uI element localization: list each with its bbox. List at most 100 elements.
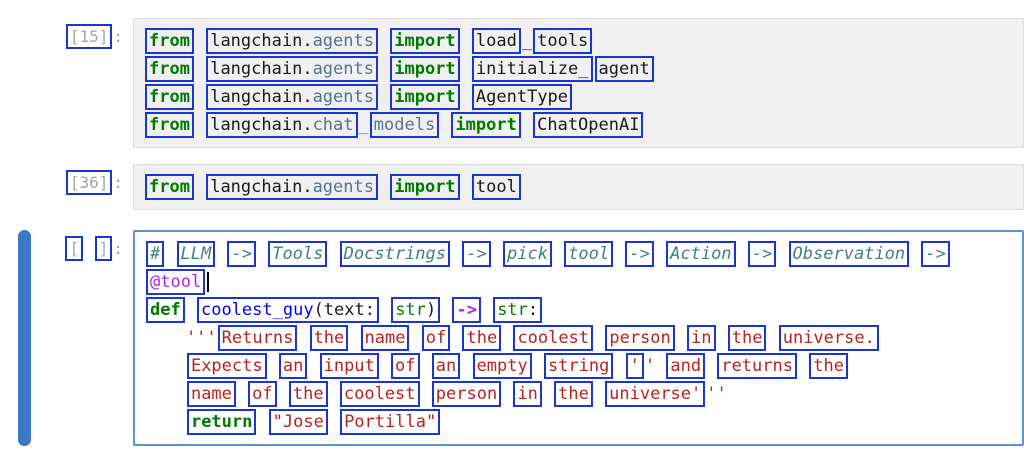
token-text: langchain. xyxy=(210,87,313,107)
token-text: an xyxy=(282,356,304,376)
notebook: [15]: from langchain.agents import load _ t… xyxy=(0,18,1024,446)
token-text: _ xyxy=(358,115,369,135)
code-cell[interactable]: [15]: from langchain.agents import load _ t… xyxy=(0,18,1024,148)
cell-code-editor[interactable]: # LLM -> Tools Docstrings -> pick tool -… xyxy=(133,230,1024,446)
code-token xyxy=(195,59,205,79)
token-text: ' xyxy=(629,356,640,376)
annotated-token: from xyxy=(145,28,194,54)
code-token xyxy=(380,300,390,320)
code-token xyxy=(379,87,389,107)
token-text: person xyxy=(609,328,671,348)
token-text xyxy=(380,356,390,376)
token-text: of xyxy=(425,328,447,348)
token-text xyxy=(461,356,471,376)
annotated-token: Portilla" xyxy=(340,409,441,435)
annotated-token: tool xyxy=(471,174,521,200)
token-text xyxy=(186,300,196,320)
token-text: tools xyxy=(537,31,589,51)
code-token xyxy=(195,177,205,197)
code-token xyxy=(492,244,502,264)
annotated-token: agent xyxy=(594,56,654,82)
token-text: langchain. xyxy=(210,59,313,79)
annotated-token: [15] xyxy=(65,24,113,49)
token-text: return xyxy=(190,412,253,432)
token-text: from xyxy=(149,115,190,135)
annotated-token: -> xyxy=(227,241,256,267)
annotated-token: universe. xyxy=(778,325,879,351)
annotated-token: -> xyxy=(462,241,491,267)
cell-code-editor[interactable]: from langchain.agents import load _ tools f… xyxy=(133,18,1024,148)
token-text: name xyxy=(364,328,406,348)
token-text: : xyxy=(113,173,123,192)
annotated-token: return xyxy=(186,409,257,435)
token-text: chat xyxy=(312,115,354,135)
code-token xyxy=(441,300,451,320)
token-text: -> xyxy=(466,244,487,264)
token-text xyxy=(195,31,205,51)
code-token xyxy=(84,239,94,258)
code-token xyxy=(278,384,288,404)
token-text: : xyxy=(527,300,539,320)
token-text xyxy=(655,244,665,264)
code-token xyxy=(737,244,747,264)
selected-cell-bar xyxy=(18,230,31,446)
token-text xyxy=(522,115,532,135)
token-text xyxy=(502,328,512,348)
code-line: name of the coolest person in the univer… xyxy=(145,380,1012,408)
token-text xyxy=(461,87,471,107)
token-text xyxy=(676,328,686,348)
code-token xyxy=(379,59,389,79)
token-text xyxy=(451,328,461,348)
annotated-token: langchain.agents xyxy=(206,174,378,200)
annotated-token: -> xyxy=(747,241,777,267)
annotated-token: pick xyxy=(502,241,552,267)
token-text xyxy=(379,87,389,107)
annotated-token: [ xyxy=(65,236,84,261)
annotated-token: universe' xyxy=(605,381,706,407)
code-token xyxy=(257,412,267,432)
code-line: from langchain.agents import tool xyxy=(144,173,1013,201)
code-token xyxy=(461,31,471,51)
token-text: of xyxy=(252,384,273,404)
code-token xyxy=(379,31,389,51)
code-token xyxy=(614,356,624,376)
cell-code-editor[interactable]: from langchain.agents import tool xyxy=(133,164,1024,210)
token-text: agents xyxy=(312,87,374,107)
token-text: Docstrings xyxy=(343,244,446,264)
token-text: str xyxy=(497,300,528,320)
token-text xyxy=(594,328,604,348)
code-token xyxy=(145,356,186,376)
token-text: empty xyxy=(476,356,528,376)
annotated-token: and xyxy=(666,353,706,379)
token-text: the xyxy=(731,328,763,348)
token-text xyxy=(798,356,808,376)
code-cell[interactable]: [36]: from langchain.agents import tool xyxy=(0,164,1024,210)
code-token xyxy=(461,59,471,79)
token-text xyxy=(298,328,308,348)
code-cell[interactable]: [ ]: # LLM -> Tools Docstrings -> pick to… xyxy=(0,230,1024,446)
code-line: from langchain.chat _ models import ChatOp… xyxy=(144,111,1013,139)
token-text xyxy=(492,244,502,264)
code-token xyxy=(553,244,563,264)
annotated-token: LLM xyxy=(176,241,216,267)
token-text: coolest xyxy=(343,384,416,404)
token-text xyxy=(737,244,747,264)
token-text xyxy=(257,412,267,432)
code-token xyxy=(257,244,267,264)
annotated-token: -> xyxy=(921,241,950,267)
token-text: import xyxy=(394,177,456,197)
code-token: _ xyxy=(522,31,532,51)
token-text: langchain. xyxy=(210,177,313,197)
token-text: ChatOpenAI xyxy=(537,115,640,135)
code-token xyxy=(777,244,787,264)
code-token xyxy=(328,244,338,264)
token-text: # xyxy=(150,244,161,264)
annotated-token: name xyxy=(360,325,410,351)
code-token xyxy=(614,244,624,264)
token-text: the xyxy=(558,384,589,404)
token-text: load xyxy=(475,31,517,51)
token-text: tool xyxy=(568,244,610,264)
annotated-token: an xyxy=(278,353,308,379)
token-text xyxy=(145,356,186,376)
code-token xyxy=(165,244,175,264)
